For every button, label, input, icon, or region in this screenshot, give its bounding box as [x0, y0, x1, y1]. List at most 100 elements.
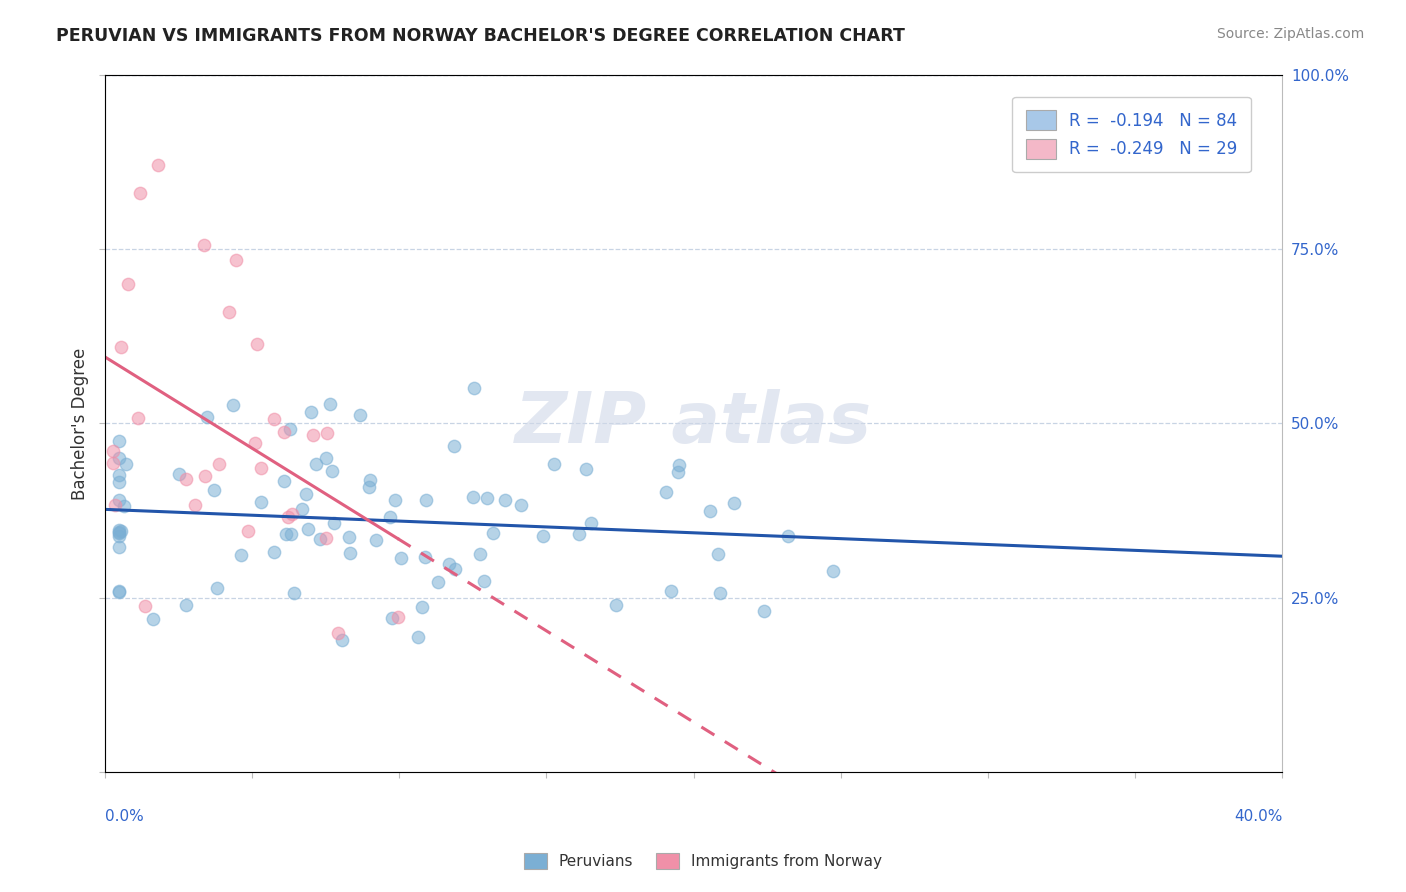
Point: [115, 457, 138, 471]
Point: [273, 425, 295, 440]
Point: [319, 397, 342, 411]
Point: [699, 504, 721, 518]
Point: [468, 547, 491, 561]
Point: [723, 496, 745, 510]
Point: [655, 485, 678, 500]
Point: [666, 465, 689, 479]
Point: [315, 531, 337, 545]
Point: [274, 527, 297, 541]
Point: [301, 428, 323, 442]
Point: [330, 632, 353, 647]
Point: [193, 238, 215, 252]
Point: [236, 524, 259, 538]
Point: [281, 507, 304, 521]
Point: [108, 529, 131, 543]
Point: [104, 498, 127, 512]
Point: [408, 630, 430, 644]
Point: [108, 523, 131, 537]
Point: [380, 510, 402, 524]
Point: [108, 451, 131, 466]
Point: [510, 498, 533, 512]
Point: [218, 305, 240, 319]
Point: [202, 483, 225, 497]
Point: [108, 525, 131, 540]
Point: [108, 475, 131, 489]
Point: [117, 277, 139, 291]
Point: [709, 585, 731, 599]
Point: [605, 598, 627, 612]
Point: [208, 457, 231, 471]
Point: [337, 530, 360, 544]
Point: [167, 467, 190, 481]
Point: [579, 516, 602, 530]
Text: PERUVIAN VS IMMIGRANTS FROM NORWAY BACHELOR'S DEGREE CORRELATION CHART: PERUVIAN VS IMMIGRANTS FROM NORWAY BACHE…: [56, 27, 905, 45]
Point: [389, 551, 412, 566]
Point: [225, 253, 247, 268]
Point: [299, 405, 322, 419]
Point: [359, 480, 381, 494]
Point: [413, 549, 436, 564]
Text: 40.0%: 40.0%: [1234, 809, 1282, 824]
Point: [461, 490, 484, 504]
Point: [444, 562, 467, 576]
Point: [246, 337, 269, 351]
Point: [305, 458, 328, 472]
Point: [108, 492, 131, 507]
Point: [146, 158, 169, 172]
Point: [463, 381, 485, 395]
Point: [384, 492, 406, 507]
Point: [475, 491, 498, 505]
Point: [323, 516, 346, 530]
Point: [776, 529, 799, 543]
Point: [443, 439, 465, 453]
Point: [263, 545, 285, 559]
Point: [195, 410, 218, 425]
Text: Source: ZipAtlas.com: Source: ZipAtlas.com: [1216, 27, 1364, 41]
Point: [568, 527, 591, 541]
Point: [328, 625, 350, 640]
Point: [108, 541, 131, 555]
Point: [294, 487, 316, 501]
Point: [659, 584, 682, 599]
Point: [280, 526, 302, 541]
Point: [437, 557, 460, 571]
Point: [112, 499, 135, 513]
Point: [250, 495, 273, 509]
Point: [472, 574, 495, 589]
Point: [494, 492, 516, 507]
Point: [222, 399, 245, 413]
Point: [291, 502, 314, 516]
Point: [205, 581, 228, 595]
Point: [278, 421, 301, 435]
Point: [316, 426, 339, 441]
Point: [110, 340, 132, 354]
Point: [263, 412, 285, 426]
Point: [349, 408, 371, 422]
Point: [359, 473, 381, 487]
Point: [821, 564, 844, 578]
Legend: Peruvians, Immigrants from Norway: Peruvians, Immigrants from Norway: [517, 847, 889, 875]
Point: [482, 526, 505, 541]
Point: [108, 584, 131, 599]
Point: [297, 523, 319, 537]
Point: [184, 498, 207, 512]
Point: [283, 586, 305, 600]
Point: [366, 533, 388, 547]
Y-axis label: Bachelor's Degree: Bachelor's Degree: [72, 347, 89, 500]
Text: ZIP atlas: ZIP atlas: [515, 389, 872, 458]
Point: [134, 599, 156, 614]
Point: [108, 524, 131, 539]
Point: [415, 493, 437, 508]
Point: [127, 411, 149, 425]
Point: [128, 186, 150, 201]
Legend: R =  -0.194   N = 84, R =  -0.249   N = 29: R = -0.194 N = 84, R = -0.249 N = 29: [1012, 97, 1250, 172]
Point: [308, 533, 330, 547]
Point: [108, 467, 131, 482]
Point: [707, 547, 730, 561]
Point: [315, 451, 337, 466]
Point: [174, 472, 197, 486]
Point: [108, 584, 131, 599]
Point: [381, 611, 404, 625]
Point: [543, 457, 565, 471]
Point: [103, 443, 125, 458]
